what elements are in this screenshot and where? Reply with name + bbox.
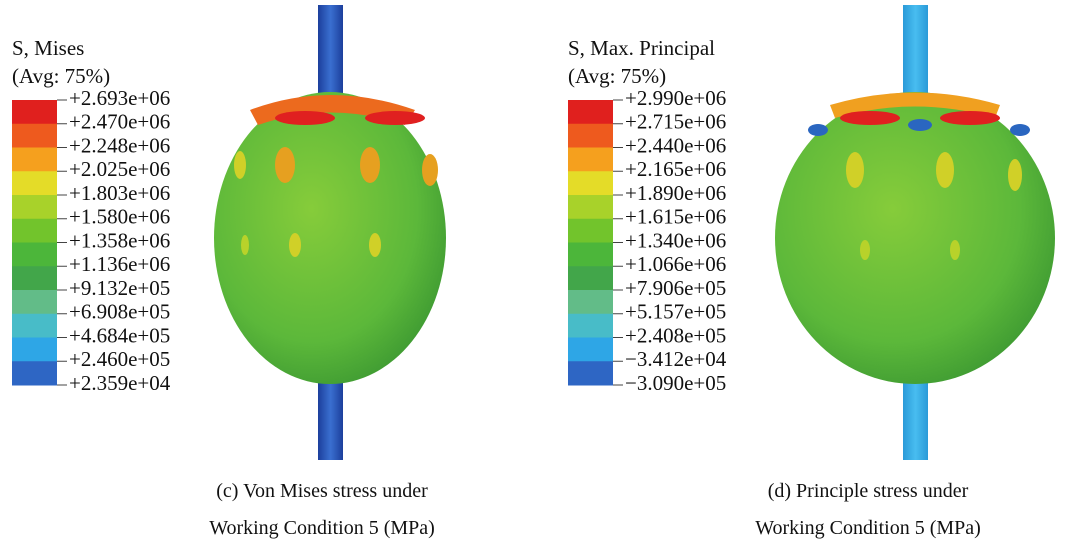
legend-label: +9.132e+05 bbox=[69, 276, 170, 300]
legend-title: (Avg: 75%) bbox=[568, 64, 666, 88]
legend-label: +2.165e+06 bbox=[625, 157, 726, 181]
legend-label: +2.715e+06 bbox=[625, 110, 726, 134]
legend-swatch bbox=[568, 361, 613, 385]
legend-label: +1.580e+06 bbox=[69, 205, 170, 229]
legend-label: +2.408e+05 bbox=[625, 323, 726, 347]
legend-label: +2.359e+04 bbox=[69, 371, 171, 395]
legend-label: +1.890e+06 bbox=[625, 181, 726, 205]
legend-title: (Avg: 75%) bbox=[12, 64, 110, 88]
legend-swatch bbox=[568, 100, 613, 124]
legend-swatch bbox=[12, 100, 57, 124]
legend-label: −3.412e+04 bbox=[625, 347, 727, 371]
legend-swatch bbox=[568, 148, 613, 172]
legend-label: +2.990e+06 bbox=[625, 86, 726, 110]
legend-swatch bbox=[12, 290, 57, 314]
legend-swatch bbox=[568, 338, 613, 362]
legend-swatch bbox=[12, 361, 57, 385]
legend-swatch bbox=[12, 266, 57, 290]
legend-label: +1.066e+06 bbox=[625, 252, 726, 276]
legend-swatch bbox=[568, 314, 613, 338]
legend-label: +2.460e+05 bbox=[69, 347, 170, 371]
legend-swatch bbox=[568, 243, 613, 267]
legend-label: +2.693e+06 bbox=[69, 86, 170, 110]
legend-label: +1.340e+06 bbox=[625, 228, 726, 252]
legend-label: +6.908e+05 bbox=[69, 300, 170, 324]
legend-label: +4.684e+05 bbox=[69, 323, 170, 347]
legend-swatch bbox=[12, 219, 57, 243]
legend-label: +2.248e+06 bbox=[69, 133, 170, 157]
legend-swatch bbox=[12, 148, 57, 172]
caption: Working Condition 5 (MPa) bbox=[755, 517, 981, 539]
figure-canvas: S, Mises(Avg: 75%)+2.693e+06+2.470e+06+2… bbox=[0, 0, 1067, 547]
legend-label: +2.025e+06 bbox=[69, 157, 170, 181]
legend-label: +1.358e+06 bbox=[69, 228, 170, 252]
caption: Working Condition 5 (MPa) bbox=[209, 517, 435, 539]
legend-swatch bbox=[12, 171, 57, 195]
legend-label: +7.906e+05 bbox=[625, 276, 726, 300]
legend-swatch bbox=[12, 314, 57, 338]
legend-swatch bbox=[568, 290, 613, 314]
legend-swatch bbox=[568, 266, 613, 290]
legend-label: +1.615e+06 bbox=[625, 205, 726, 229]
contour-plot bbox=[775, 5, 1055, 460]
legend-swatch bbox=[568, 124, 613, 148]
legend-label: +2.440e+06 bbox=[625, 133, 726, 157]
legend-title: S, Mises bbox=[12, 36, 84, 60]
legend-swatch bbox=[12, 338, 57, 362]
figure: S, Mises(Avg: 75%)+2.693e+06+2.470e+06+2… bbox=[0, 0, 1067, 547]
legend-swatch bbox=[568, 219, 613, 243]
legend-swatch bbox=[12, 243, 57, 267]
caption: (c) Von Mises stress under bbox=[216, 480, 428, 502]
contour-plot bbox=[214, 5, 446, 460]
legend-label: +1.136e+06 bbox=[69, 252, 170, 276]
legend-swatch bbox=[568, 171, 613, 195]
legend-label: +5.157e+05 bbox=[625, 300, 726, 324]
legend-swatch bbox=[12, 124, 57, 148]
legend-label: +1.803e+06 bbox=[69, 181, 170, 205]
legend-swatch bbox=[12, 195, 57, 219]
caption: (d) Principle stress under bbox=[768, 480, 969, 502]
legend-label: −3.090e+05 bbox=[625, 371, 726, 395]
legend-label: +2.470e+06 bbox=[69, 110, 170, 134]
legend-title: S, Max. Principal bbox=[568, 36, 715, 60]
legend-swatch bbox=[568, 195, 613, 219]
